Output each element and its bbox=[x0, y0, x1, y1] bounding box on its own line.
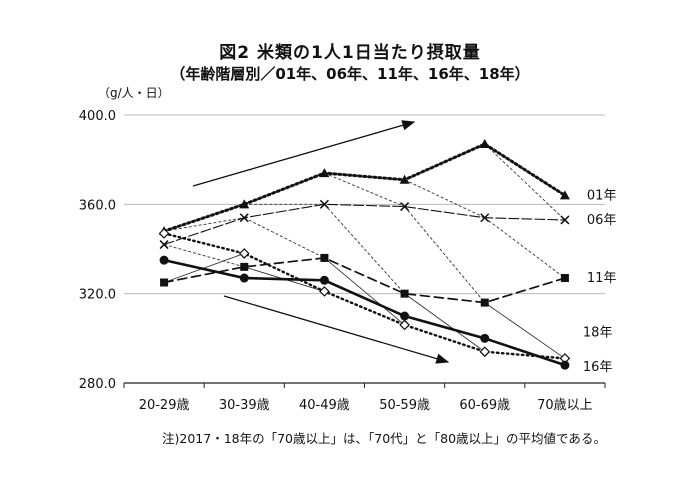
series-line bbox=[163, 203, 566, 246]
cohort-connector bbox=[484, 302, 566, 359]
cohort-connector bbox=[163, 244, 245, 268]
x-tick-label: 20-29歳 bbox=[139, 398, 190, 413]
data-point-marker bbox=[159, 240, 169, 250]
y-tick-label: 280.0 bbox=[79, 377, 116, 392]
data-point-marker bbox=[479, 346, 491, 358]
data-point-marker bbox=[319, 199, 329, 209]
chart-footnote: 注)2017・18年の「70歳以上」は、「70代」と「80歳以上」の平均値である… bbox=[162, 431, 606, 446]
data-point-marker bbox=[160, 278, 169, 287]
decrease-trend-arrow bbox=[223, 295, 450, 364]
cohort-connector bbox=[164, 217, 245, 232]
data-point-marker bbox=[319, 275, 329, 285]
y-tick-label: 320.0 bbox=[79, 288, 116, 303]
chart-title: 図2 米類の1人1日当たり摂取量 bbox=[219, 43, 481, 63]
data-point-marker bbox=[560, 215, 570, 225]
data-point-marker bbox=[239, 213, 249, 223]
data-point-marker bbox=[480, 333, 490, 343]
x-tick-label: 50-59歳 bbox=[379, 398, 430, 413]
data-point-marker bbox=[158, 228, 170, 239]
x-tick-label: 40-49歳 bbox=[299, 398, 350, 413]
chart-subtitle: （年齢階層別／01年、06年、11年、16年、18年） bbox=[170, 65, 530, 83]
cohort-connector bbox=[484, 217, 566, 279]
data-point-marker bbox=[238, 248, 250, 259]
series-line bbox=[163, 257, 566, 304]
x-tick-label: 70歳以上 bbox=[537, 398, 593, 413]
increase-trend-arrow bbox=[192, 120, 416, 187]
series-label: 01年 bbox=[587, 188, 617, 203]
series-label: 06年 bbox=[587, 213, 617, 228]
data-point-marker bbox=[399, 319, 410, 331]
data-point-marker bbox=[320, 253, 329, 262]
data-point-marker bbox=[400, 289, 409, 298]
series-label: 18年 bbox=[583, 325, 613, 340]
y-tick-label: 360.0 bbox=[79, 198, 116, 213]
cohort-connector bbox=[324, 257, 405, 326]
cohort-connector bbox=[324, 172, 405, 207]
data-point-marker bbox=[239, 199, 250, 209]
x-tick-label: 60-69歳 bbox=[459, 398, 510, 413]
series-line bbox=[162, 232, 567, 360]
cohort-connector bbox=[484, 143, 566, 221]
data-point-marker bbox=[319, 168, 330, 178]
cohort-connector bbox=[324, 204, 405, 294]
data-point-marker bbox=[319, 286, 330, 297]
data-point-marker bbox=[480, 298, 489, 307]
data-point-marker bbox=[400, 311, 410, 321]
y-tick-label: 400.0 bbox=[79, 109, 116, 124]
series-line bbox=[162, 142, 567, 233]
data-point-marker bbox=[480, 213, 490, 223]
data-point-marker bbox=[240, 262, 249, 271]
series-label: 16年 bbox=[583, 360, 613, 375]
cohort-connector bbox=[404, 293, 486, 353]
series-label: 11年 bbox=[587, 271, 617, 286]
data-point-marker bbox=[479, 139, 490, 149]
data-point-marker bbox=[159, 255, 169, 265]
data-point-marker bbox=[559, 190, 570, 200]
data-point-marker bbox=[560, 274, 569, 283]
y-axis-unit-label: （g/人・日） bbox=[98, 86, 170, 100]
data-point-marker bbox=[399, 174, 410, 184]
x-tick-label: 30-39歳 bbox=[219, 398, 270, 413]
series-line bbox=[162, 258, 567, 367]
data-point-marker bbox=[400, 202, 410, 212]
cohort-connector bbox=[404, 206, 486, 303]
data-point-marker bbox=[560, 360, 570, 370]
cohort-connector bbox=[244, 217, 325, 259]
data-point-marker bbox=[239, 273, 249, 283]
